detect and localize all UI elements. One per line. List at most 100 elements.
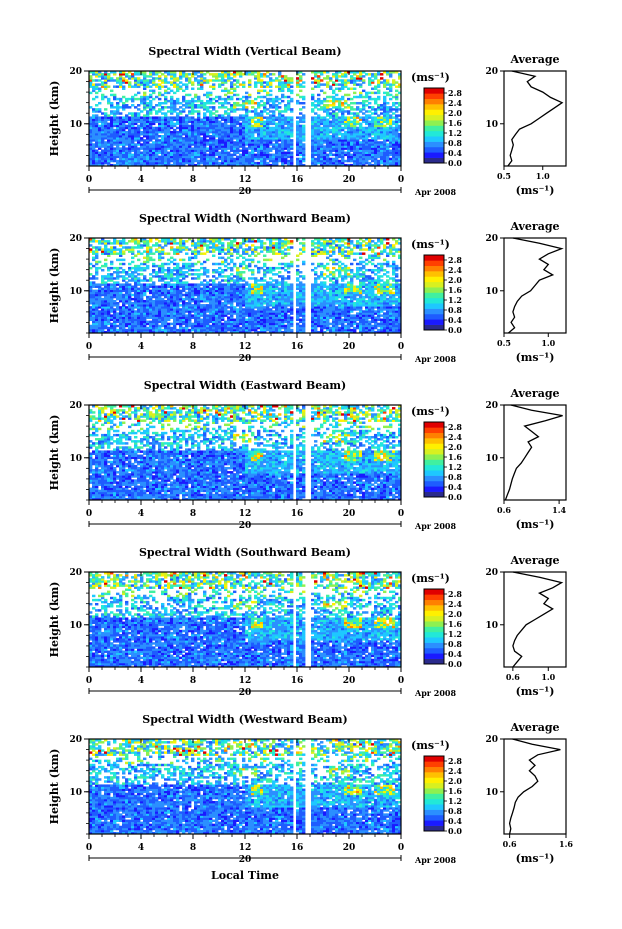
heatmap-cell <box>140 139 144 142</box>
heatmap-cell <box>224 145 228 148</box>
heatmap-cell <box>158 145 162 148</box>
heatmap-cell <box>152 97 156 101</box>
heatmap-cell <box>185 240 189 243</box>
heatmap-cell <box>167 147 171 150</box>
heatmap-cell <box>137 128 141 132</box>
heatmap-cell <box>95 91 99 95</box>
panel-title: Spectral Width (Vertical Beam) <box>148 45 341 58</box>
heatmap-cell <box>149 81 153 84</box>
heatmap-cell <box>209 324 213 328</box>
heatmap-cell <box>197 97 201 101</box>
heatmap-cell <box>134 71 138 74</box>
heatmap-cell <box>128 273 132 276</box>
heatmap-cell <box>137 126 141 130</box>
heatmap-cell <box>95 141 99 144</box>
heatmap-cell <box>365 104 369 107</box>
heatmap-cell <box>119 157 123 161</box>
heatmap-cell <box>191 108 195 111</box>
heatmap-cell <box>191 161 195 165</box>
heatmap-cell <box>299 85 303 88</box>
heatmap-cell <box>314 145 318 148</box>
heatmap-cell <box>188 120 192 124</box>
heatmap-cell <box>185 149 189 152</box>
heatmap-cell <box>218 75 222 78</box>
heatmap-cell <box>248 110 252 113</box>
heatmap-cell <box>272 112 276 115</box>
heatmap-cell <box>92 264 96 268</box>
heatmap-cell <box>269 122 273 126</box>
heatmap-cell <box>197 128 201 132</box>
heatmap-cell <box>185 147 189 150</box>
heatmap-cell <box>242 149 246 152</box>
heatmap-cell <box>164 147 168 150</box>
heatmap-cell <box>185 85 189 88</box>
heatmap-cell <box>269 85 273 88</box>
heatmap-cell <box>236 141 240 144</box>
heatmap-cell <box>110 132 114 136</box>
heatmap-cell <box>107 273 111 276</box>
heatmap-cell <box>125 137 129 140</box>
heatmap-cell <box>143 114 147 117</box>
heatmap-cell <box>89 132 93 136</box>
heatmap-cell <box>245 99 249 103</box>
heatmap-cell <box>347 116 351 119</box>
heatmap-cell <box>116 143 120 146</box>
heatmap-cell <box>326 99 330 103</box>
heatmap-cell <box>113 110 117 113</box>
heatmap-cell <box>215 135 219 138</box>
heatmap-cell <box>233 132 237 136</box>
heatmap-cell <box>113 149 117 152</box>
heatmap-cell <box>194 159 198 163</box>
heatmap-cell <box>101 112 105 115</box>
heatmap-cell <box>260 128 264 132</box>
heatmap-cell <box>236 132 240 136</box>
heatmap-cell <box>356 101 360 105</box>
heatmap-cell <box>374 97 378 101</box>
heatmap-cell <box>212 163 216 167</box>
heatmap-cell <box>95 289 99 293</box>
heatmap-cell <box>236 118 240 121</box>
heatmap-cell <box>284 139 288 142</box>
heatmap-cell <box>206 304 210 307</box>
heatmap-cell <box>188 157 192 161</box>
heatmap-cell <box>155 139 159 142</box>
heatmap-cell <box>392 101 396 105</box>
heatmap-cell <box>212 106 216 109</box>
heatmap-cell <box>137 71 141 74</box>
heatmap-cell <box>101 145 105 148</box>
heatmap-cell <box>200 147 204 150</box>
heatmap-cell <box>209 130 213 134</box>
heatmap-cell <box>281 83 285 86</box>
heatmap-cell <box>212 85 216 88</box>
heatmap-cell <box>263 122 267 126</box>
heatmap-cell <box>140 81 144 84</box>
heatmap-cell <box>242 139 246 142</box>
heatmap-cell <box>329 108 333 111</box>
heatmap-cell <box>299 79 303 82</box>
heatmap-cell <box>140 116 144 119</box>
heatmap-cell <box>314 112 318 115</box>
heatmap-cell <box>317 139 321 142</box>
heatmap-cell <box>107 153 111 157</box>
heatmap-cell <box>242 155 246 159</box>
heatmap-cell <box>317 85 321 88</box>
heatmap-cell <box>218 128 222 132</box>
heatmap-cell <box>116 155 120 159</box>
heatmap-cell <box>302 97 306 101</box>
heatmap-cell <box>245 108 249 111</box>
heatmap-cell <box>116 116 120 119</box>
heatmap-cell <box>248 145 252 148</box>
heatmap-cell <box>125 104 129 107</box>
heatmap-cell <box>236 108 240 111</box>
heatmap-cell <box>314 118 318 121</box>
heatmap-cell <box>269 153 273 157</box>
heatmap-cell <box>302 128 306 132</box>
heatmap-cell <box>326 153 330 157</box>
heatmap-cell <box>110 145 114 148</box>
heatmap-cell <box>149 289 153 293</box>
heatmap-cell <box>101 118 105 121</box>
heatmap-cell <box>206 244 210 247</box>
heatmap-cell <box>197 153 201 157</box>
heatmap-cell <box>386 91 390 95</box>
heatmap-cell <box>263 130 267 134</box>
